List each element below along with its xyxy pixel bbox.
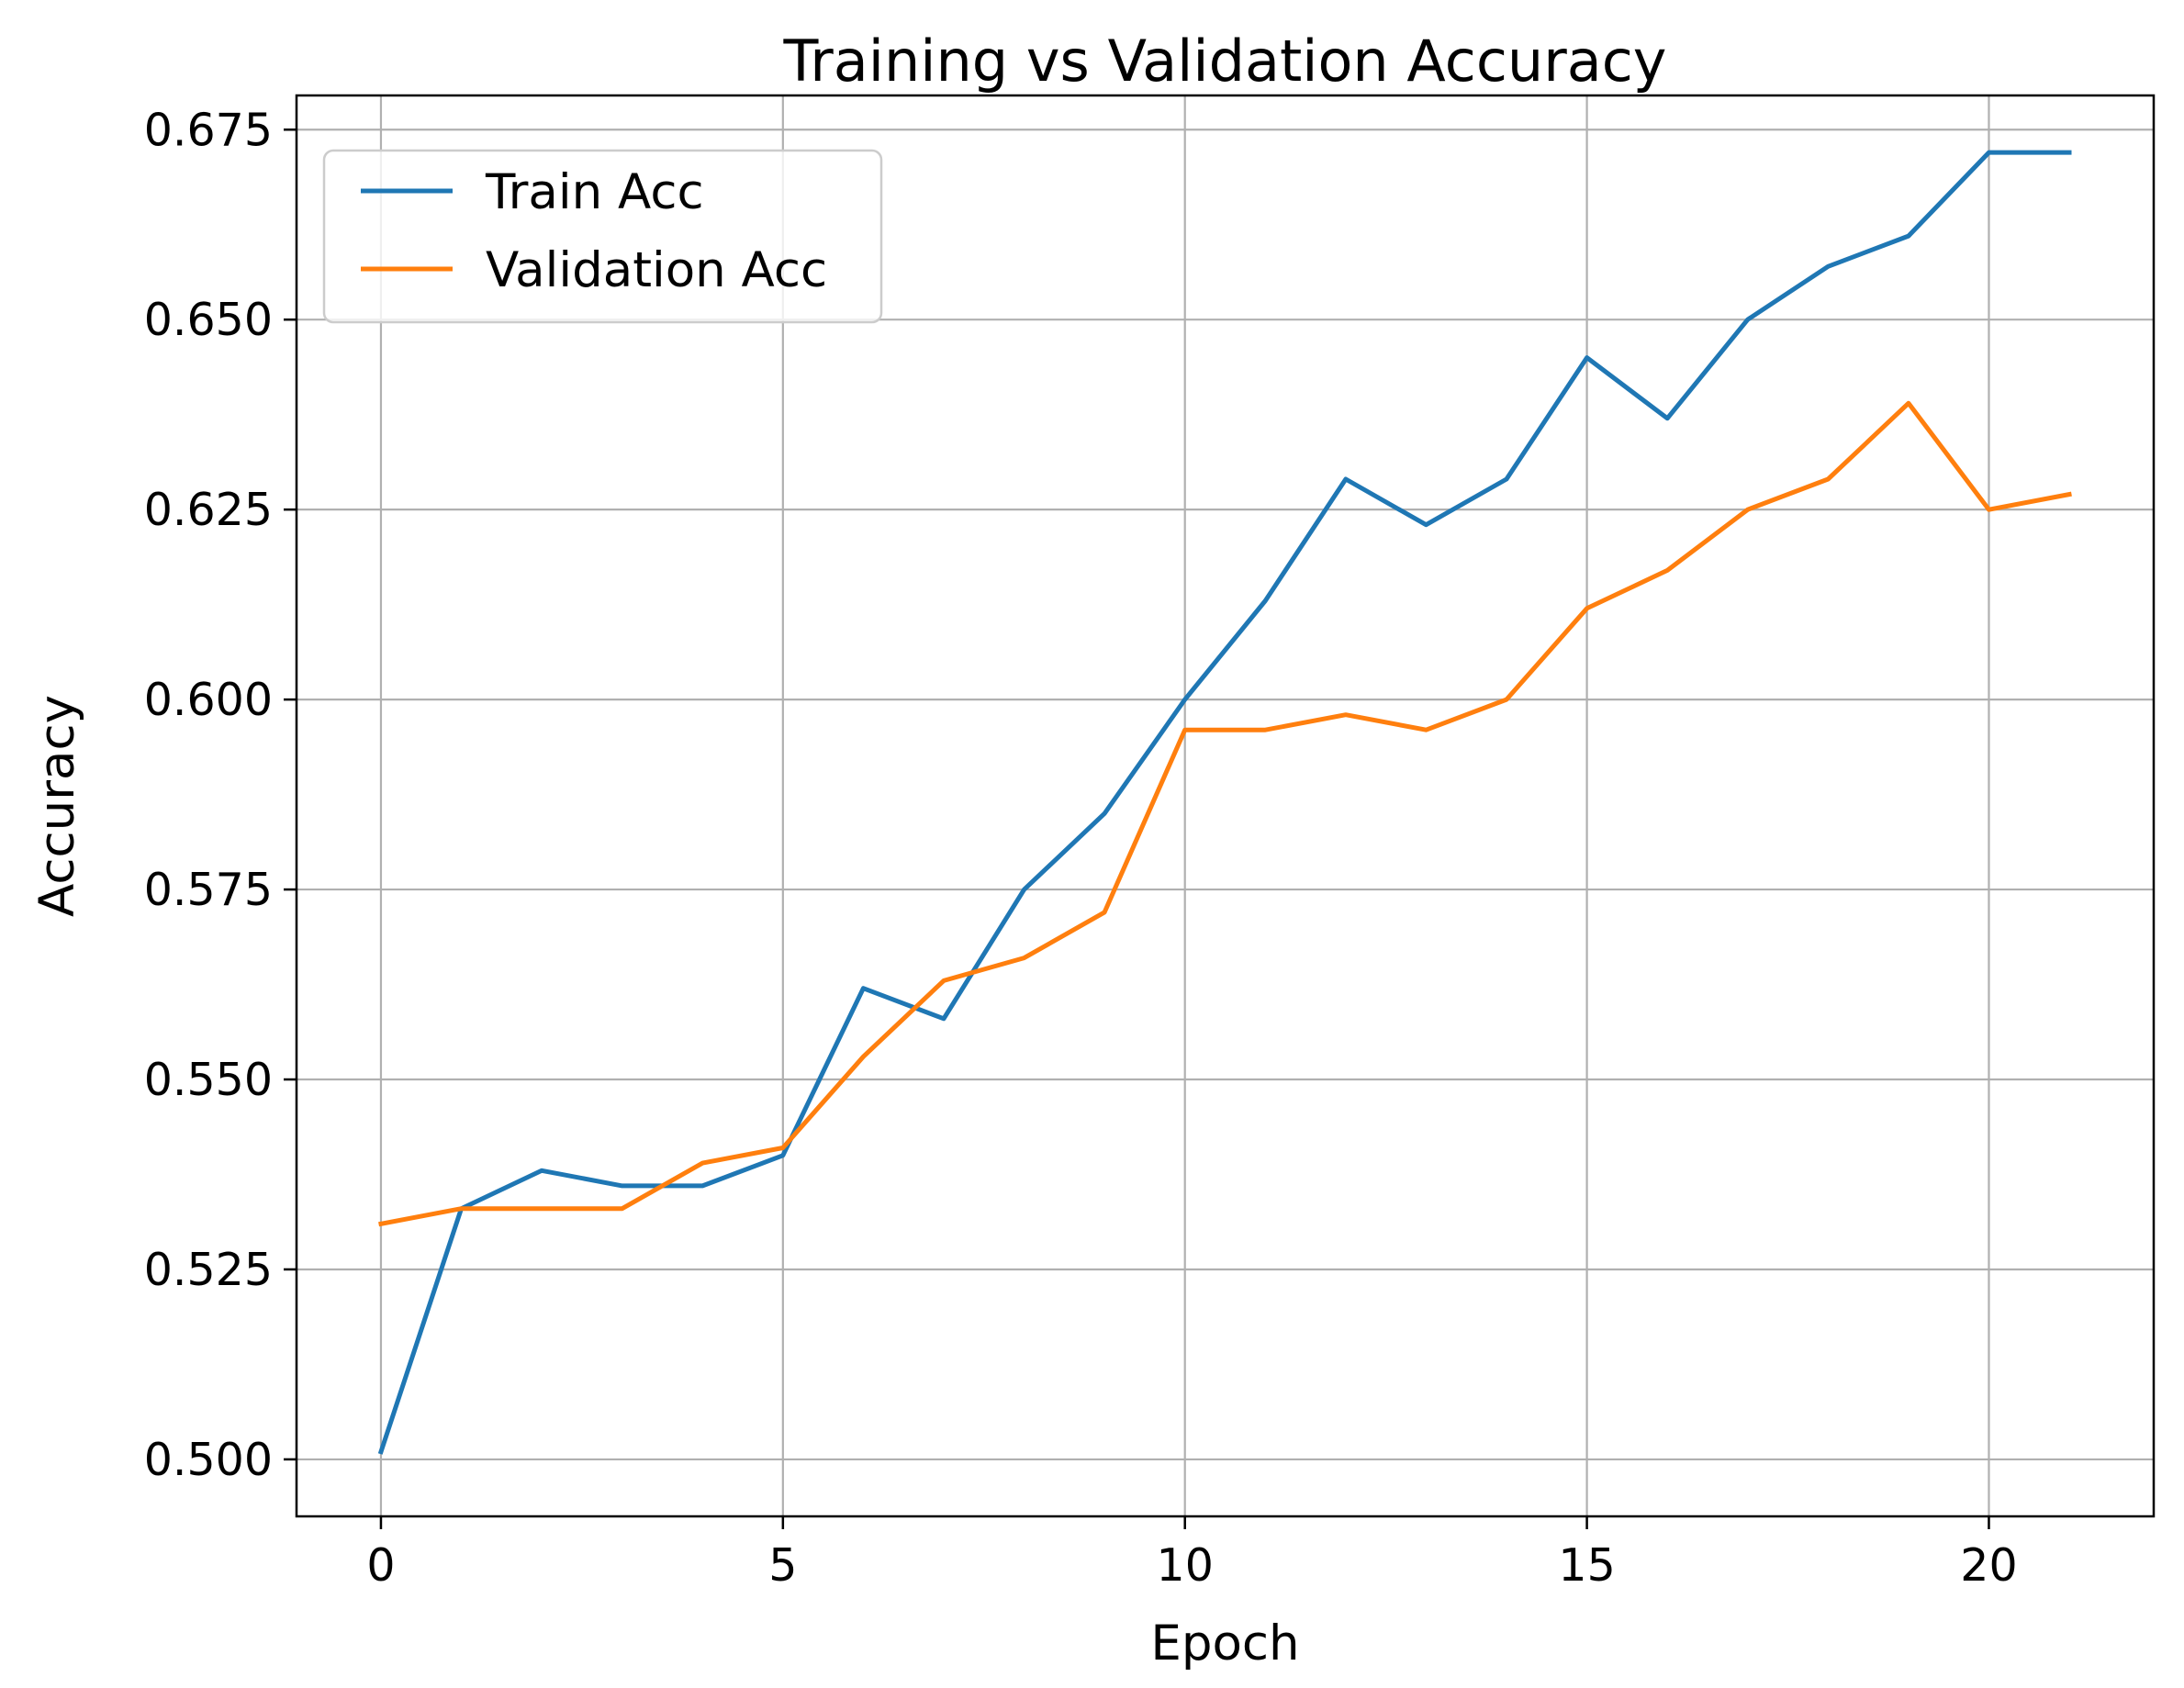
grid-lines — [297, 95, 2154, 1516]
axis-ticks: 0 5 10 15 20 0.500 0.525 0.550 0.575 0.600 0.625 0.… — [144, 104, 2018, 1592]
chart-title: Training vs Validation Accuracy — [783, 28, 1667, 95]
y-axis-label: Accuracy — [29, 695, 85, 917]
y-tick-label: 0.575 — [144, 864, 273, 916]
y-tick-label: 0.675 — [144, 104, 273, 156]
x-axis-label: Epoch — [1150, 1615, 1299, 1671]
y-tick-label: 0.550 — [144, 1054, 273, 1106]
legend-label-train-acc: Train Acc — [485, 164, 704, 220]
legend-label-validation-acc: Validation Acc — [486, 242, 827, 298]
series-lines — [377, 150, 2072, 1455]
y-tick-label: 0.500 — [144, 1434, 273, 1486]
y-tick-label: 0.525 — [144, 1244, 273, 1296]
legend: Train Acc Validation Acc — [322, 149, 883, 324]
x-tick-label: 5 — [768, 1539, 797, 1592]
x-tick-label: 20 — [1960, 1539, 2017, 1592]
x-tick-label: 0 — [366, 1539, 395, 1592]
series-line-validation-acc — [378, 400, 2072, 1227]
y-tick-label: 0.650 — [144, 294, 273, 346]
plot-frame — [295, 94, 2156, 1518]
legend-box — [322, 149, 883, 324]
x-tick-label: 10 — [1157, 1539, 1214, 1592]
y-tick-label: 0.625 — [144, 484, 273, 536]
x-tick-label: 15 — [1558, 1539, 1615, 1592]
y-tick-label: 0.600 — [144, 674, 273, 726]
